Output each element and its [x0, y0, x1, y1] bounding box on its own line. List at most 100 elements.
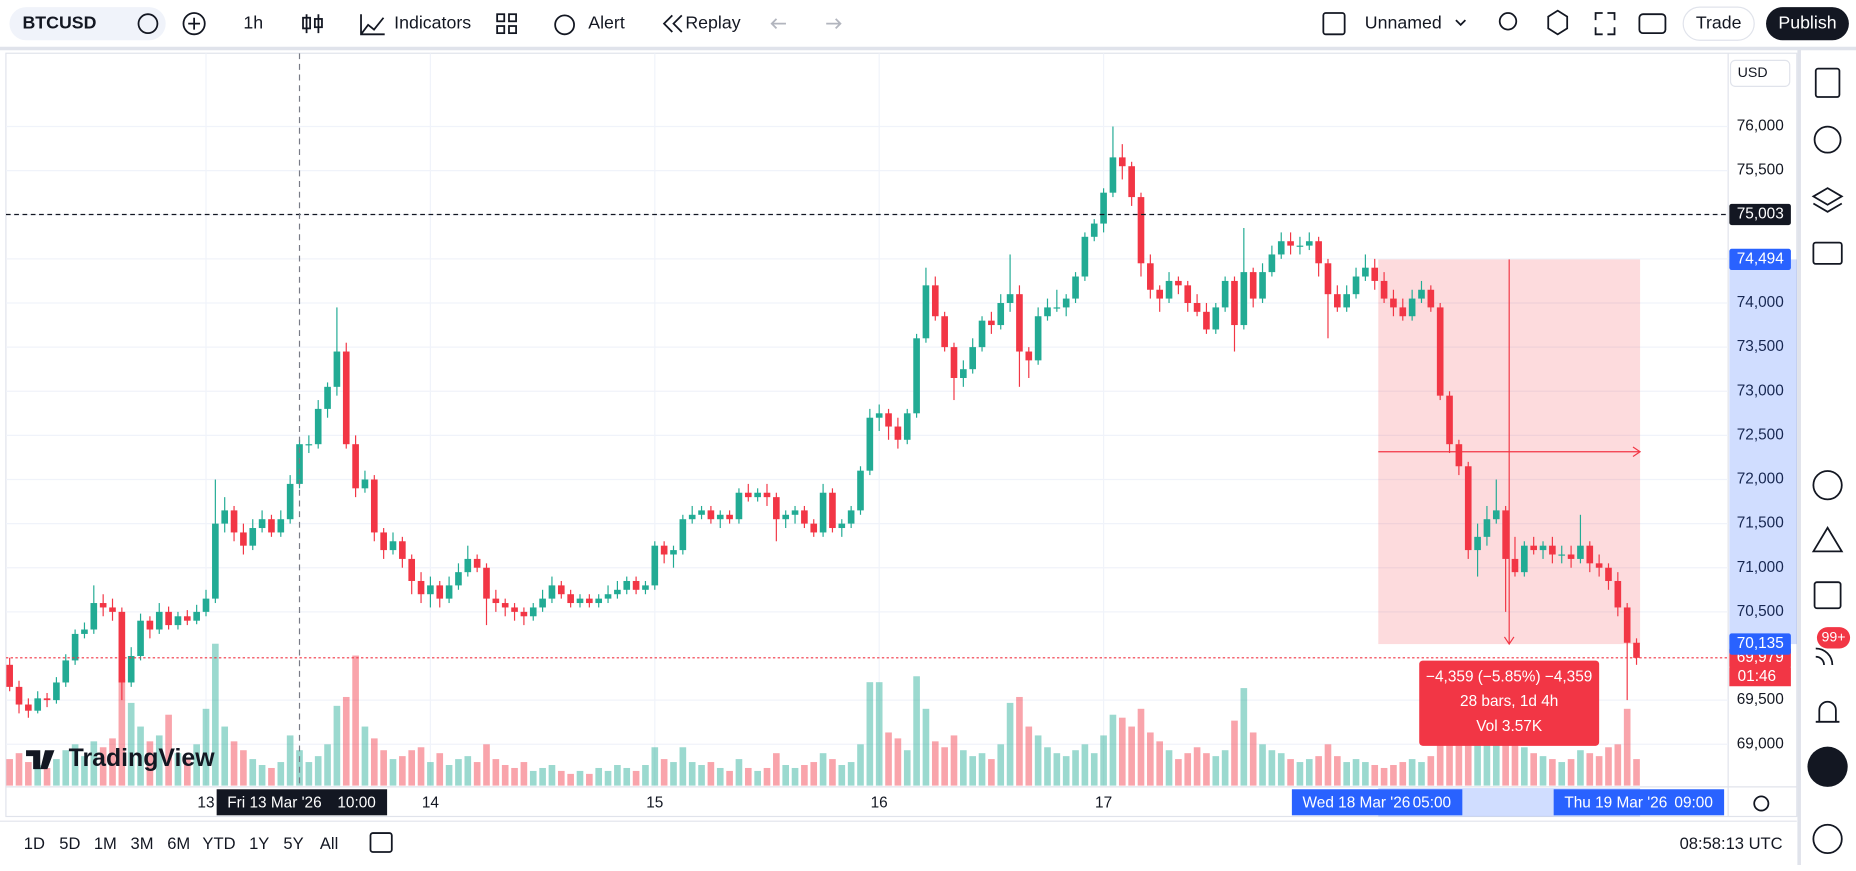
candle-body — [1072, 276, 1079, 299]
candle-body — [763, 492, 771, 498]
volume-bar — [1296, 762, 1304, 786]
quick-search[interactable] — [1498, 12, 1518, 31]
candle-body — [875, 413, 883, 418]
volume-bar — [43, 767, 51, 786]
volume-bar — [286, 735, 294, 786]
volume-bar — [1474, 708, 1481, 786]
range-button[interactable]: YTD — [202, 834, 235, 853]
settings-button[interactable] — [1547, 9, 1569, 36]
candle-body — [90, 603, 98, 630]
range-button[interactable]: All — [320, 834, 338, 853]
currency[interactable]: USD — [1738, 65, 1768, 81]
volume-bar — [1221, 750, 1229, 786]
trending-button[interactable] — [1811, 526, 1844, 553]
range-button[interactable]: 5D — [59, 834, 80, 853]
objects-button[interactable] — [1811, 187, 1844, 213]
candle-body — [1427, 289, 1435, 308]
range-button[interactable]: 1Y — [249, 834, 269, 853]
trade-label[interactable]: Trade — [1696, 12, 1742, 32]
range-button[interactable]: 1M — [94, 834, 117, 853]
candle-body — [819, 492, 827, 533]
layout-button[interactable]: Unnamed — [1365, 12, 1442, 32]
alerts-button[interactable] — [1813, 125, 1842, 154]
badge — [1816, 627, 1851, 649]
range-button[interactable]: 3M — [131, 834, 154, 853]
volume-bar — [1109, 714, 1117, 786]
candle-body — [866, 417, 874, 471]
time-label-time: 10:00 — [337, 795, 375, 812]
candle-body — [660, 545, 668, 555]
range-button[interactable]: 1D — [24, 834, 45, 853]
volume-bar — [399, 756, 406, 786]
replay-button[interactable]: Replay — [685, 12, 740, 32]
news-button[interactable] — [1815, 647, 1834, 666]
fullscreen-button[interactable] — [1594, 12, 1616, 36]
interval-button[interactable]: 1h — [243, 12, 263, 32]
volume-bar — [408, 750, 416, 786]
range-button[interactable]: 5Y — [283, 834, 303, 853]
volume-bar — [1231, 720, 1238, 786]
volume-bar — [81, 756, 88, 786]
undo-button[interactable] — [770, 18, 786, 30]
alert-button[interactable]: Alert — [588, 12, 625, 32]
time-label-date: Wed 18 Mar '26 — [1303, 795, 1411, 812]
publish-button[interactable] — [1766, 7, 1849, 41]
volume-bar — [230, 741, 238, 786]
volume-bar — [988, 759, 995, 786]
currency-button[interactable] — [1729, 59, 1791, 87]
candle-body — [389, 541, 397, 551]
candle-body — [314, 408, 322, 445]
candle-body — [1212, 307, 1220, 330]
volume-bar — [1090, 753, 1098, 786]
ideas-button[interactable] — [1812, 470, 1843, 501]
volume-bar — [801, 765, 808, 786]
volume-bar — [71, 744, 79, 786]
apps-button[interactable] — [1807, 746, 1848, 787]
volume-bar — [623, 767, 631, 786]
candle-body — [1175, 280, 1182, 286]
trade-button[interactable] — [1682, 6, 1755, 41]
volume-bar — [875, 682, 883, 786]
goto-date-button[interactable] — [369, 832, 393, 853]
volume-bar — [1530, 753, 1537, 786]
candle-body — [997, 302, 1005, 326]
candle-body — [576, 598, 584, 604]
symbol[interactable]: BTCUSD — [22, 12, 96, 32]
candle-body — [1249, 272, 1257, 299]
templates-icon[interactable] — [496, 13, 506, 23]
publish-label[interactable]: Publish — [1778, 12, 1836, 32]
candle-body — [1025, 351, 1033, 361]
chat-button[interactable] — [1812, 241, 1843, 265]
redo-button[interactable] — [826, 18, 842, 30]
screenshot-button[interactable] — [1638, 13, 1667, 35]
indicators-button[interactable]: Indicators — [394, 12, 471, 32]
templates-icon — [508, 25, 517, 35]
candle-body — [557, 585, 565, 595]
notifications-button[interactable] — [1815, 700, 1840, 723]
compare-button[interactable] — [182, 12, 206, 36]
volume-bar — [1081, 744, 1089, 786]
layout-dropdown[interactable] — [1455, 19, 1467, 27]
volume-bar — [595, 767, 603, 786]
volume-bar — [1436, 738, 1444, 786]
volume-bar — [642, 765, 649, 786]
candle-body — [1483, 519, 1491, 537]
candle-body — [978, 320, 986, 348]
axis-settings[interactable] — [1753, 795, 1770, 812]
symbol-search[interactable] — [9, 7, 166, 41]
volume-bar — [427, 762, 434, 786]
volume-bar — [1558, 762, 1566, 786]
candle-body — [960, 369, 967, 379]
candle-body — [1436, 307, 1444, 396]
volume-bar — [1006, 702, 1014, 786]
candle-body — [754, 492, 761, 498]
candle-body — [146, 620, 154, 630]
watchlist-button[interactable] — [1814, 67, 1841, 98]
candle-body — [1137, 197, 1145, 264]
range-button[interactable]: 6M — [167, 834, 190, 853]
y-tick-label: 69,500 — [1737, 691, 1784, 708]
candle-body — [1315, 241, 1322, 264]
y-tick-label: 73,500 — [1737, 338, 1784, 355]
calendar-button[interactable] — [1813, 581, 1842, 610]
help-button[interactable] — [1812, 823, 1843, 855]
